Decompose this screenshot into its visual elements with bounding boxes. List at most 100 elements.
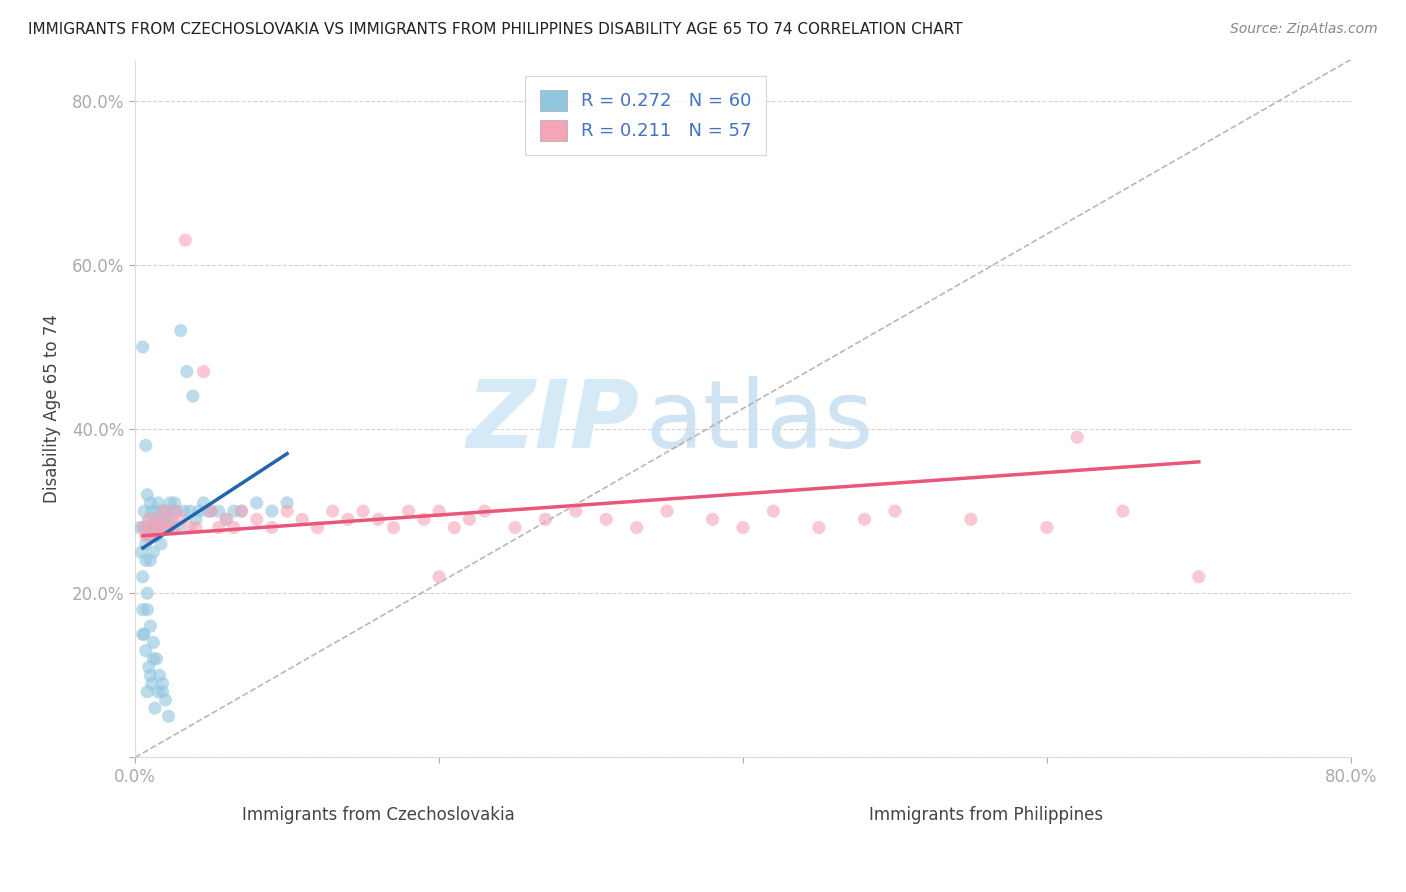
Point [134,627,156,641]
Point [246,496,269,510]
Point [534,512,557,526]
Point [136,586,159,600]
Point [162,520,184,534]
Point [152,684,174,698]
Point [132,340,155,354]
Point [807,520,830,534]
Point [165,504,187,518]
Point [367,512,389,526]
Point [246,512,269,526]
Point [176,365,198,379]
Point [1112,504,1135,518]
Point [138,529,160,543]
Point [157,709,180,723]
Point [503,520,526,534]
Point [291,512,314,526]
Point [139,553,162,567]
Point [853,512,876,526]
Point [141,520,163,534]
Point [145,512,167,526]
Point [139,520,162,534]
Point [146,496,169,510]
Point [128,520,150,534]
Point [208,520,231,534]
Point [145,504,167,518]
Point [134,520,156,534]
Point [142,635,165,649]
Point [231,504,253,518]
Point [260,504,283,518]
Point [336,512,359,526]
Point [141,504,163,518]
Point [136,602,159,616]
Point [1036,520,1059,534]
Point [208,504,231,518]
Point [427,504,450,518]
Point [149,520,172,534]
Point [132,627,155,641]
Point [135,553,157,567]
Point [398,504,420,518]
Point [215,512,238,526]
Point [156,512,179,526]
Point [153,504,176,518]
Point [165,504,187,518]
Point [276,496,298,510]
Point [155,520,177,534]
Point [149,537,172,551]
Point [132,602,155,616]
Point [260,520,283,534]
Text: ZIP: ZIP [467,376,640,468]
Point [134,504,156,518]
Point [655,504,678,518]
Point [152,504,174,518]
Point [382,520,405,534]
Point [153,512,176,526]
Point [136,488,159,502]
Point [184,512,207,526]
Text: IMMIGRANTS FROM CZECHOSLOVAKIA VS IMMIGRANTS FROM PHILIPPINES DISABILITY AGE 65 : IMMIGRANTS FROM CZECHOSLOVAKIA VS IMMIGR… [28,22,963,37]
Point [170,324,193,338]
Point [231,504,253,518]
Legend: R = 0.272   N = 60, R = 0.211   N = 57: R = 0.272 N = 60, R = 0.211 N = 57 [526,76,766,155]
Point [173,504,195,518]
Point [135,529,157,543]
Point [595,512,617,526]
Point [149,520,172,534]
Point [157,520,180,534]
Point [139,520,162,534]
Point [135,537,157,551]
Point [427,570,450,584]
Point [136,684,159,698]
Point [146,520,169,534]
Point [222,520,245,534]
Point [702,512,724,526]
Point [142,652,165,666]
Point [188,504,211,518]
Text: Source: ZipAtlas.com: Source: ZipAtlas.com [1230,22,1378,37]
Point [143,512,166,526]
Point [1066,430,1088,444]
Point [443,520,465,534]
Point [139,496,162,510]
Point [474,504,496,518]
Point [160,512,183,526]
Text: Immigrants from Philippines: Immigrants from Philippines [869,806,1104,824]
Point [179,520,201,534]
Point [276,504,298,518]
Point [146,520,169,534]
Point [184,520,207,534]
Point [162,504,184,518]
Point [146,684,169,698]
Point [135,643,157,657]
Text: atlas: atlas [645,376,875,468]
Point [762,504,785,518]
Point [565,504,588,518]
Point [159,496,181,510]
Point [193,365,215,379]
Point [215,512,238,526]
Point [322,504,344,518]
Point [145,652,167,666]
Point [129,545,152,559]
Point [352,504,374,518]
